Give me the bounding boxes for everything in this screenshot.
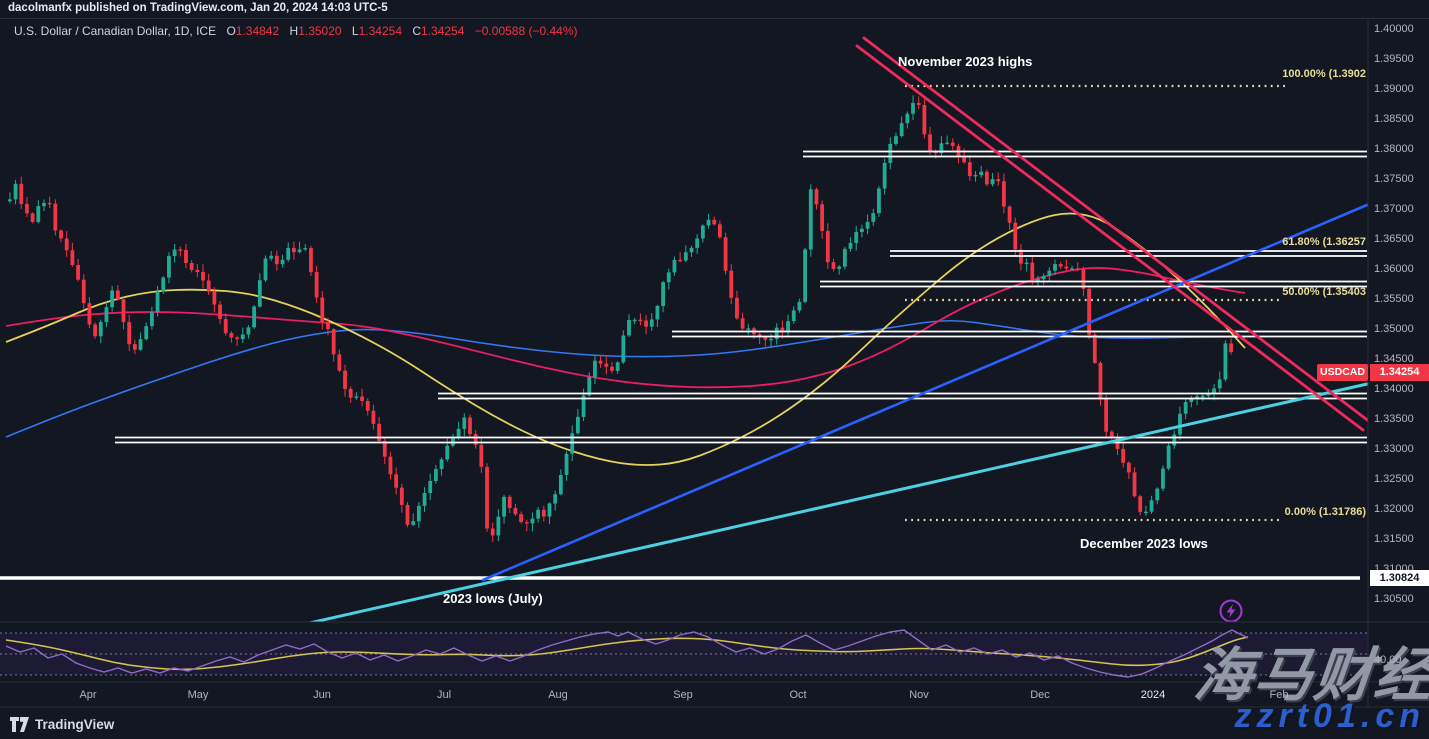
symbol-title[interactable]: U.S. Dollar / Canadian Dollar, 1D, ICE: [14, 24, 217, 38]
time-axis-label: Dec: [1030, 689, 1050, 701]
time-axis-label: May: [187, 689, 209, 701]
annotation-november-highs[interactable]: November 2023 highs: [898, 54, 1033, 69]
tradingview-logo-icon[interactable]: [10, 716, 29, 732]
price-axis-label: 1.38500: [1374, 113, 1414, 125]
price-axis-label: 1.37000: [1374, 203, 1414, 215]
oscillator-axis-value: 40.00: [1374, 654, 1402, 666]
price-axis-label: 1.39000: [1374, 83, 1414, 95]
price-axis-label: 1.39500: [1374, 53, 1414, 65]
close-value: 1.34254: [421, 24, 465, 38]
support-level-tag: 1.30824: [1370, 570, 1429, 586]
publish-info-text: dacolmanfx published on TradingView.com,…: [8, 2, 388, 14]
price-axis-label: 1.32500: [1374, 473, 1414, 485]
watermark-url: zzrt01.cn: [1234, 697, 1425, 735]
fib-label-50: 50.00% (1.35403: [1282, 286, 1366, 298]
symbol-price-badge: USDCAD: [1317, 364, 1368, 381]
price-axis-label: 1.33500: [1374, 413, 1414, 425]
price-axis-label: 1.36500: [1374, 233, 1414, 245]
close-label: C: [412, 24, 422, 38]
price-axis-label: 1.34000: [1374, 383, 1414, 395]
fib-label-100: 100.00% (1.3902: [1282, 68, 1366, 80]
low-value: 1.34254: [358, 24, 402, 38]
annotation-december-lows[interactable]: December 2023 lows: [1080, 536, 1208, 551]
fib-label-618: 61.80% (1.36257: [1282, 236, 1366, 248]
price-axis-label: 1.30500: [1374, 593, 1414, 605]
last-price-tag: 1.34254: [1370, 364, 1429, 381]
price-axis-label: 1.37500: [1374, 173, 1414, 185]
price-axis-label: 1.35500: [1374, 293, 1414, 305]
low-label: L: [351, 24, 359, 38]
time-axis-label: Apr: [79, 689, 97, 701]
time-axis-label: Jul: [436, 689, 452, 701]
time-axis-label: Aug: [548, 689, 568, 701]
tradingview-brand-text[interactable]: TradingView: [35, 716, 115, 732]
high-label: H: [289, 24, 299, 38]
time-axis-label: Sep: [673, 689, 693, 701]
fib-label-0: 0.00% (1.31786): [1284, 506, 1366, 518]
time-axis-label: Jun: [313, 689, 331, 701]
symbol-legend[interactable]: U.S. Dollar / Canadian Dollar, 1D, ICE O…: [14, 24, 578, 38]
high-value: 1.35020: [298, 24, 342, 38]
publish-topbar: dacolmanfx published on TradingView.com,…: [0, 0, 1429, 19]
price-axis-label: 1.33000: [1374, 443, 1414, 455]
time-axis-label: Oct: [789, 689, 807, 701]
price-axis-label: 1.36000: [1374, 263, 1414, 275]
price-axis-label: 1.38000: [1374, 143, 1414, 155]
price-axis-label: 1.32000: [1374, 503, 1414, 515]
price-axis-label: 1.31500: [1374, 533, 1414, 545]
price-axis-label: 1.35000: [1374, 323, 1414, 335]
annotation-july-lows[interactable]: 2023 lows (July): [443, 591, 543, 606]
change-value: −0.00588 (−0.44%): [474, 24, 578, 38]
time-axis-label: Feb: [1269, 689, 1289, 701]
open-label: O: [226, 24, 236, 38]
open-value: 1.34842: [235, 24, 280, 38]
time-axis-label: 2024: [1140, 689, 1166, 701]
footer-bar: TradingView: [10, 714, 114, 734]
price-axis-label: 1.34500: [1374, 353, 1414, 365]
time-axis-label: Nov: [909, 689, 929, 701]
price-axis-label: 1.40000: [1374, 23, 1414, 35]
